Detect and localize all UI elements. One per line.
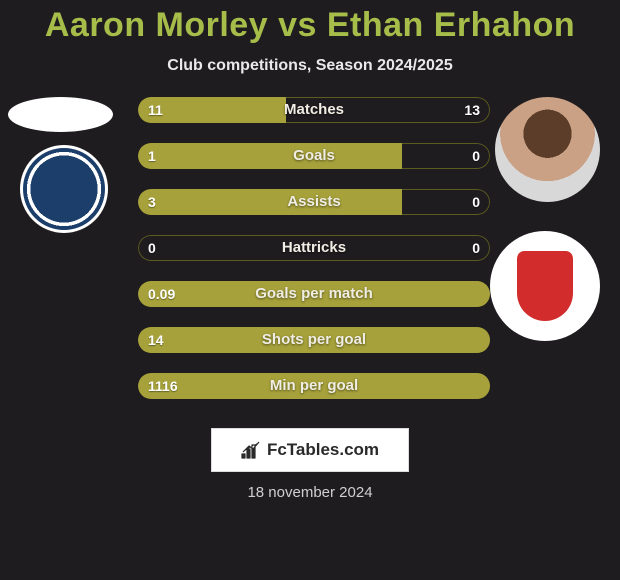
comparison-infographic: Aaron Morley vs Ethan Erhahon Club compe… <box>0 0 620 580</box>
page-title: Aaron Morley vs Ethan Erhahon <box>0 0 620 45</box>
attribution-text: FcTables.com <box>267 440 379 460</box>
subtitle: Club competitions, Season 2024/2025 <box>0 57 620 75</box>
stat-row: 10Goals <box>138 143 490 169</box>
date-text: 18 november 2024 <box>0 484 620 501</box>
player1-team-badge <box>20 145 108 233</box>
player2-avatar <box>495 97 600 202</box>
stat-row: 0.09Goals per match <box>138 281 490 307</box>
stat-row: 30Assists <box>138 189 490 215</box>
stat-row: 14Shots per goal <box>138 327 490 353</box>
player1-avatar <box>8 97 113 132</box>
stat-label: Assists <box>138 189 490 215</box>
stat-label: Matches <box>138 97 490 123</box>
chart-icon <box>241 441 261 459</box>
stat-row: 1116Min per goal <box>138 373 490 399</box>
stat-label: Shots per goal <box>138 327 490 353</box>
stat-label: Min per goal <box>138 373 490 399</box>
player2-team-badge-inner <box>517 251 573 321</box>
attribution-box: FcTables.com <box>211 428 409 472</box>
player2-team-badge <box>490 231 600 341</box>
stat-label: Goals per match <box>138 281 490 307</box>
stat-bars: 1113Matches 10Goals 30Assists 00Hattricks 0.… <box>138 97 490 419</box>
stat-row: 1113Matches <box>138 97 490 123</box>
stat-row: 00Hattricks <box>138 235 490 261</box>
stat-label: Goals <box>138 143 490 169</box>
stat-label: Hattricks <box>138 235 490 261</box>
